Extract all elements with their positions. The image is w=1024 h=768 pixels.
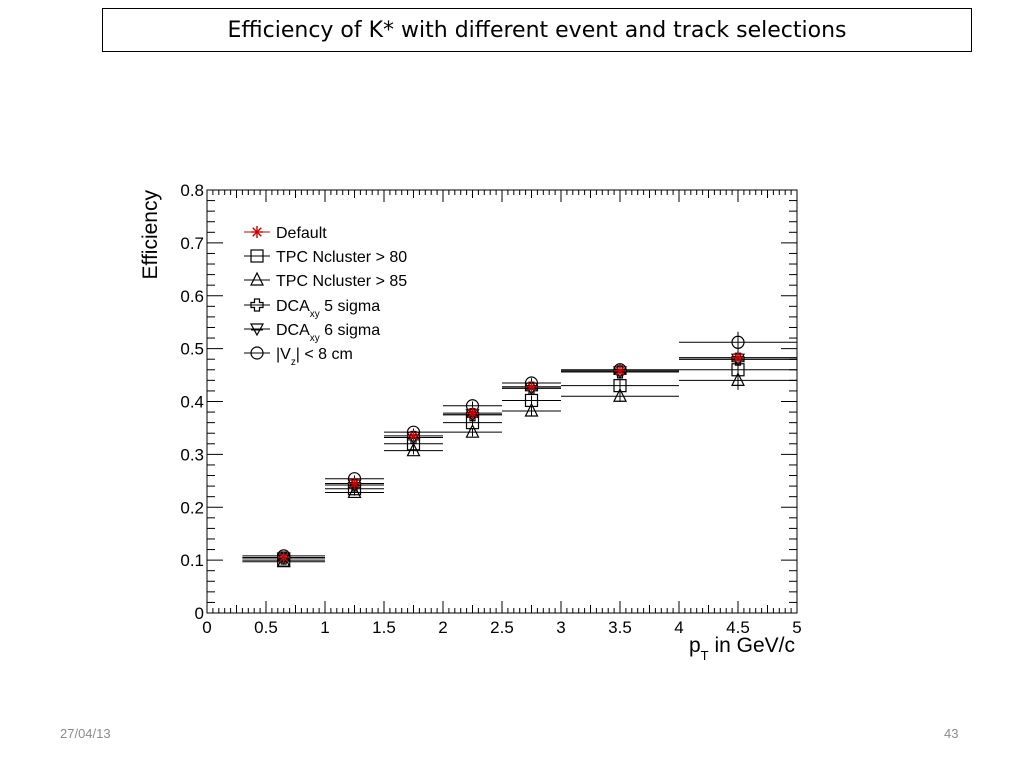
series-0: [242, 348, 797, 564]
legend-marker-shape: [250, 249, 264, 263]
slide-date: 27/04/13: [60, 726, 111, 741]
legend-marker-shape: [250, 271, 264, 286]
x-tick-label: 5: [792, 618, 801, 637]
series-1: [242, 360, 797, 567]
data-point: [348, 477, 361, 490]
slide-title: Efficiency of K* with different event an…: [102, 8, 972, 52]
data-point-shape: [408, 431, 419, 441]
data-point-shape: [465, 423, 480, 438]
legend-marker: [251, 226, 263, 238]
data-point: [406, 430, 421, 445]
y-tick-label: 0.1: [180, 551, 204, 570]
data-point-shape: [467, 408, 478, 418]
data-point: [614, 364, 626, 377]
x-tick-label: 4.5: [726, 618, 750, 637]
x-tick-label: 1.5: [372, 618, 396, 637]
data-point: [613, 387, 627, 402]
data-point-shape: [406, 430, 421, 445]
data-point: [613, 379, 627, 393]
data-point-shape: [524, 402, 539, 417]
data-point-shape: [347, 478, 362, 492]
data-point-shape: [524, 381, 539, 395]
y-tick-label: 0.7: [180, 234, 204, 253]
x-tick-label: 2.5: [490, 618, 514, 637]
data-point-shape: [731, 352, 745, 366]
y-axis-title: Efficiency: [139, 190, 162, 280]
data-point: [525, 380, 538, 393]
data-point: [732, 351, 744, 364]
data-point: [277, 551, 290, 564]
data-point: [407, 429, 420, 442]
data-point: [465, 423, 480, 438]
data-point-shape: [278, 552, 289, 563]
legend-label: |Vz| < 8 cm: [276, 346, 353, 368]
y-tick-label: 0.2: [180, 498, 204, 517]
data-point: [524, 402, 539, 417]
x-tick-label: 0: [202, 618, 211, 637]
data-point: [465, 408, 480, 422]
y-tick-label: 0: [195, 604, 204, 623]
data-point-shape: [731, 372, 745, 386]
legend-label: DCAxy 5 sigma: [276, 298, 380, 320]
legend-marker: [249, 323, 265, 337]
data-point-shape: [613, 387, 627, 402]
series-4: [242, 349, 797, 566]
x-tick-label: 1: [320, 618, 329, 637]
legend-marker-shape: [250, 298, 264, 312]
legend-marker: [250, 298, 264, 312]
legend-label: TPC Ncluster > 80: [276, 249, 407, 266]
slide-page-number: 43: [944, 726, 959, 741]
data-point: [347, 478, 362, 492]
data-point-shape: [615, 366, 625, 376]
legend-marker: [250, 271, 264, 286]
legend-marker-shape: [252, 227, 262, 237]
data-point: [731, 352, 745, 366]
series-2: [242, 370, 797, 568]
series-5: [242, 331, 797, 563]
data-point-shape: [526, 381, 537, 392]
x-tick-label: 3: [556, 618, 565, 637]
data-point: [731, 372, 745, 386]
legend-label: DCAxy 6 sigma: [276, 322, 380, 344]
data-point: [524, 381, 539, 395]
legend-label: TPC Ncluster > 85: [276, 273, 407, 290]
y-tick-label: 0.3: [180, 445, 204, 464]
x-tick-label: 2: [438, 618, 447, 637]
x-tick-label: 4: [674, 618, 683, 637]
data-point-shape: [613, 379, 627, 393]
legend-marker: [250, 249, 264, 263]
x-axis-title: pT in GeV/c: [689, 634, 795, 663]
data-point-shape: [733, 352, 743, 363]
data-point-shape: [349, 478, 360, 489]
x-tick-label: 0.5: [254, 618, 278, 637]
data-point-shape: [465, 408, 480, 422]
series-3: [242, 349, 797, 565]
y-tick-label: 0.4: [180, 393, 204, 412]
legend-marker: [250, 346, 264, 360]
x-tick-label: 3.5: [608, 618, 632, 637]
data-point: [466, 407, 479, 420]
y-tick-label: 0.6: [180, 287, 204, 306]
legend-label: Default: [276, 225, 327, 242]
legend-marker-shape: [250, 346, 264, 360]
y-tick-label: 0.8: [180, 181, 204, 200]
y-tick-label: 0.5: [180, 340, 204, 359]
